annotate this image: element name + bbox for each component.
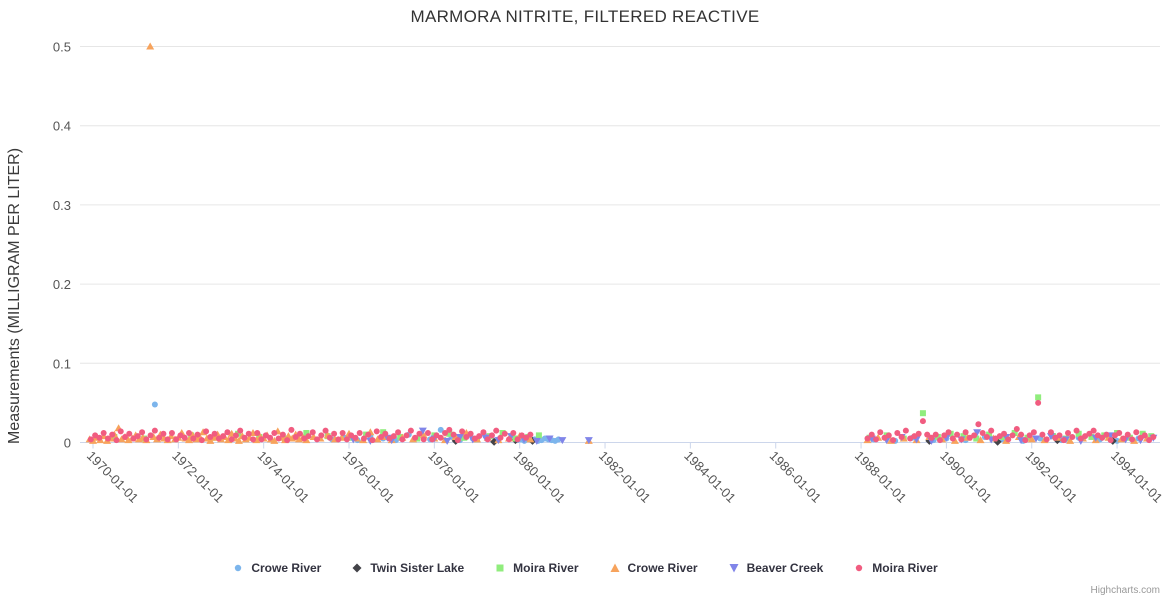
svg-text:1990-01-01: 1990-01-01	[937, 448, 995, 506]
legend-item-moira-river[interactable]: Moira River	[853, 561, 938, 575]
chart-title: MARMORA NITRITE, FILTERED REACTIVE	[410, 7, 760, 26]
svg-text:1970-01-01: 1970-01-01	[84, 448, 142, 506]
svg-text:1994-01-01: 1994-01-01	[1108, 448, 1166, 506]
svg-text:0: 0	[64, 436, 71, 451]
svg-text:0.1: 0.1	[53, 356, 71, 371]
legend-label: Beaver Creek	[746, 561, 824, 575]
diamond-marker-icon	[352, 563, 362, 573]
x-tick-labels: 1970-01-01 1972-01-01 1974-01-01 1976-01-01…	[84, 448, 1166, 506]
legend-label: Moira River	[513, 561, 579, 575]
svg-text:1992-01-01: 1992-01-01	[1023, 448, 1081, 506]
svg-text:0.3: 0.3	[53, 198, 71, 213]
legend-item-crowe-river[interactable]: Crowe River	[609, 561, 698, 575]
triangle-marker-icon	[610, 563, 620, 572]
svg-text:1972-01-01: 1972-01-01	[169, 448, 227, 506]
legend-label: Crowe River	[627, 561, 698, 575]
circle-marker-icon	[856, 564, 863, 572]
circle-marker-icon	[235, 564, 242, 572]
svg-text:0.2: 0.2	[53, 277, 71, 292]
legend-label: Twin Sister Lake	[370, 561, 465, 575]
legend-item-twin-sister-lake[interactable]: Twin Sister Lake	[351, 561, 464, 575]
svg-text:1976-01-01: 1976-01-01	[340, 448, 398, 506]
series-5-moira-river	[87, 399, 1157, 444]
svg-text:1984-01-01: 1984-01-01	[681, 448, 739, 506]
svg-text:0.4: 0.4	[53, 119, 71, 134]
svg-text:1980-01-01: 1980-01-01	[511, 448, 569, 506]
y-tick-labels: 0 0.1 0.2 0.3 0.4 0.5	[53, 40, 71, 451]
legend-label: Crowe River	[251, 561, 322, 575]
y-gridlines	[80, 46, 1160, 364]
triangle-down-marker-icon	[729, 564, 739, 573]
legend-item-crowe-river[interactable]: Crowe River	[232, 561, 321, 575]
svg-text:1986-01-01: 1986-01-01	[767, 448, 825, 506]
legend-item-moira-river[interactable]: Moira River	[494, 561, 579, 575]
svg-text:1974-01-01: 1974-01-01	[255, 448, 313, 506]
square-marker-icon	[496, 564, 504, 572]
highcharts-credit[interactable]: Highcharts.com	[1090, 585, 1160, 596]
legend-item-beaver-creek[interactable]: Beaver Creek	[728, 561, 824, 575]
legend-label: Moira River	[872, 561, 938, 575]
series-3-crowe-river	[85, 42, 1151, 444]
svg-text:1982-01-01: 1982-01-01	[596, 448, 654, 506]
svg-text:1988-01-01: 1988-01-01	[852, 448, 910, 506]
svg-text:0.5: 0.5	[53, 40, 71, 55]
svg-text:1978-01-01: 1978-01-01	[425, 448, 483, 506]
legend: Crowe River Twin Sister Lake Moira River Cr…	[0, 561, 1170, 575]
